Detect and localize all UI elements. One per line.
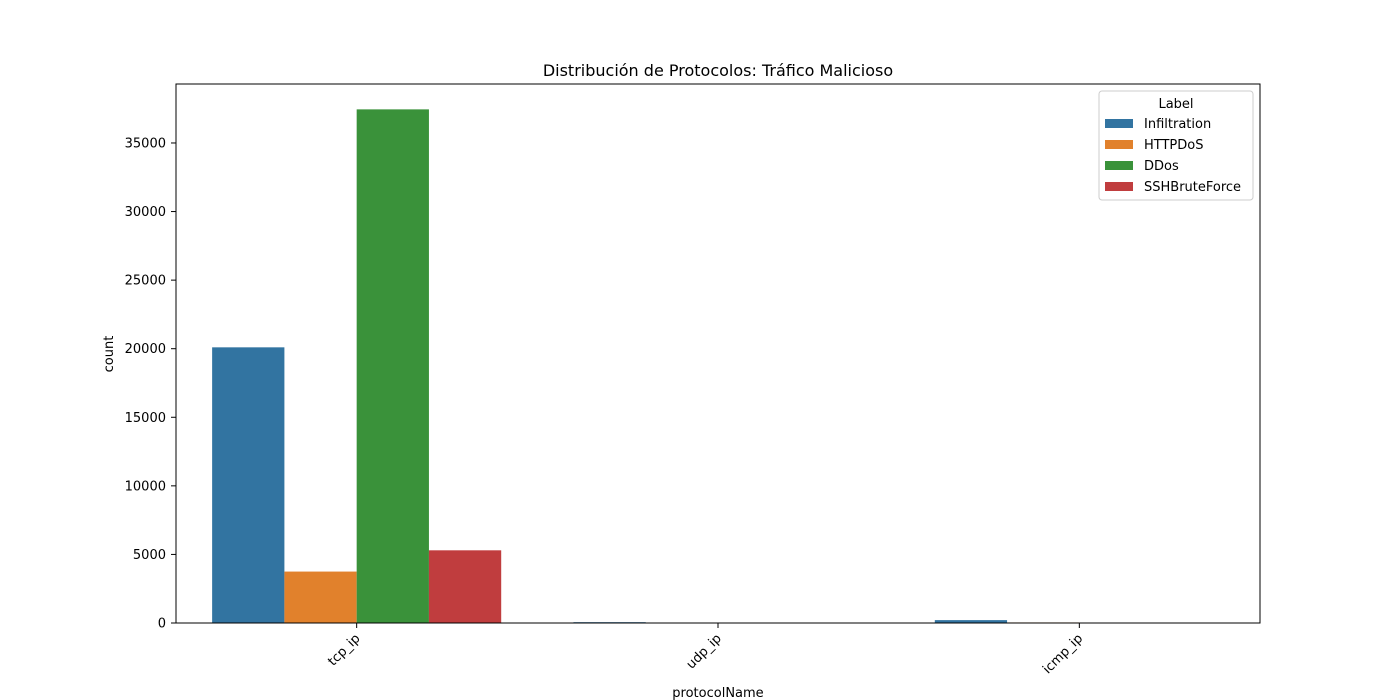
x-tick-label: icmp_ip bbox=[1040, 631, 1086, 677]
bar-icmp_ip-Infiltration bbox=[934, 620, 1008, 623]
y-tick-label: 25000 bbox=[125, 274, 166, 289]
y-tick-label: 15000 bbox=[125, 411, 166, 426]
legend-label: HTTPDoS bbox=[1144, 138, 1203, 153]
x-tick-label: udp_ip bbox=[684, 631, 725, 672]
y-tick-label: 5000 bbox=[133, 548, 166, 563]
bar-tcp_ip-Infiltration bbox=[212, 347, 285, 623]
bar-tcp_ip-HTTPDoS bbox=[284, 571, 357, 623]
x-tick-label: tcp_ip bbox=[325, 631, 363, 669]
legend-label: SSHBruteForce bbox=[1144, 180, 1241, 195]
legend-items: Infiltration HTTPDoS DDos SSHBruteForce bbox=[1105, 117, 1241, 195]
bar-tcp_ip-DDos bbox=[356, 109, 429, 624]
legend-swatch bbox=[1105, 140, 1133, 149]
bar-tcp_ip-SSHBruteForce bbox=[428, 550, 502, 623]
legend-swatch bbox=[1105, 119, 1133, 128]
y-axis-label: count bbox=[102, 336, 117, 373]
y-axis: 0 5000 10000 15000 20000 25000 30000 35000 bbox=[125, 136, 176, 632]
y-tick-label: 10000 bbox=[125, 479, 166, 494]
y-tick-label: 20000 bbox=[125, 342, 166, 357]
y-tick-label: 0 bbox=[158, 617, 166, 632]
legend: Label Infiltration HTTPDoS DDos SSHBruteFor… bbox=[1098, 90, 1254, 201]
x-axis-label: protocolName bbox=[672, 686, 763, 700]
legend-swatch bbox=[1105, 161, 1133, 170]
legend-label: Infiltration bbox=[1144, 117, 1211, 132]
x-axis: tcp_ip udp_ip icmp_ip bbox=[325, 623, 1086, 677]
plot-frame bbox=[175, 83, 1261, 624]
y-tick-label: 35000 bbox=[125, 136, 166, 151]
bars bbox=[212, 109, 1080, 624]
legend-title: Label bbox=[1158, 97, 1193, 112]
legend-label: DDos bbox=[1144, 159, 1179, 174]
y-tick-label: 30000 bbox=[125, 205, 166, 220]
chart-title: Distribución de Protocolos: Tráfico Mali… bbox=[543, 61, 893, 80]
legend-box bbox=[1098, 90, 1254, 201]
legend-swatch bbox=[1105, 182, 1133, 191]
